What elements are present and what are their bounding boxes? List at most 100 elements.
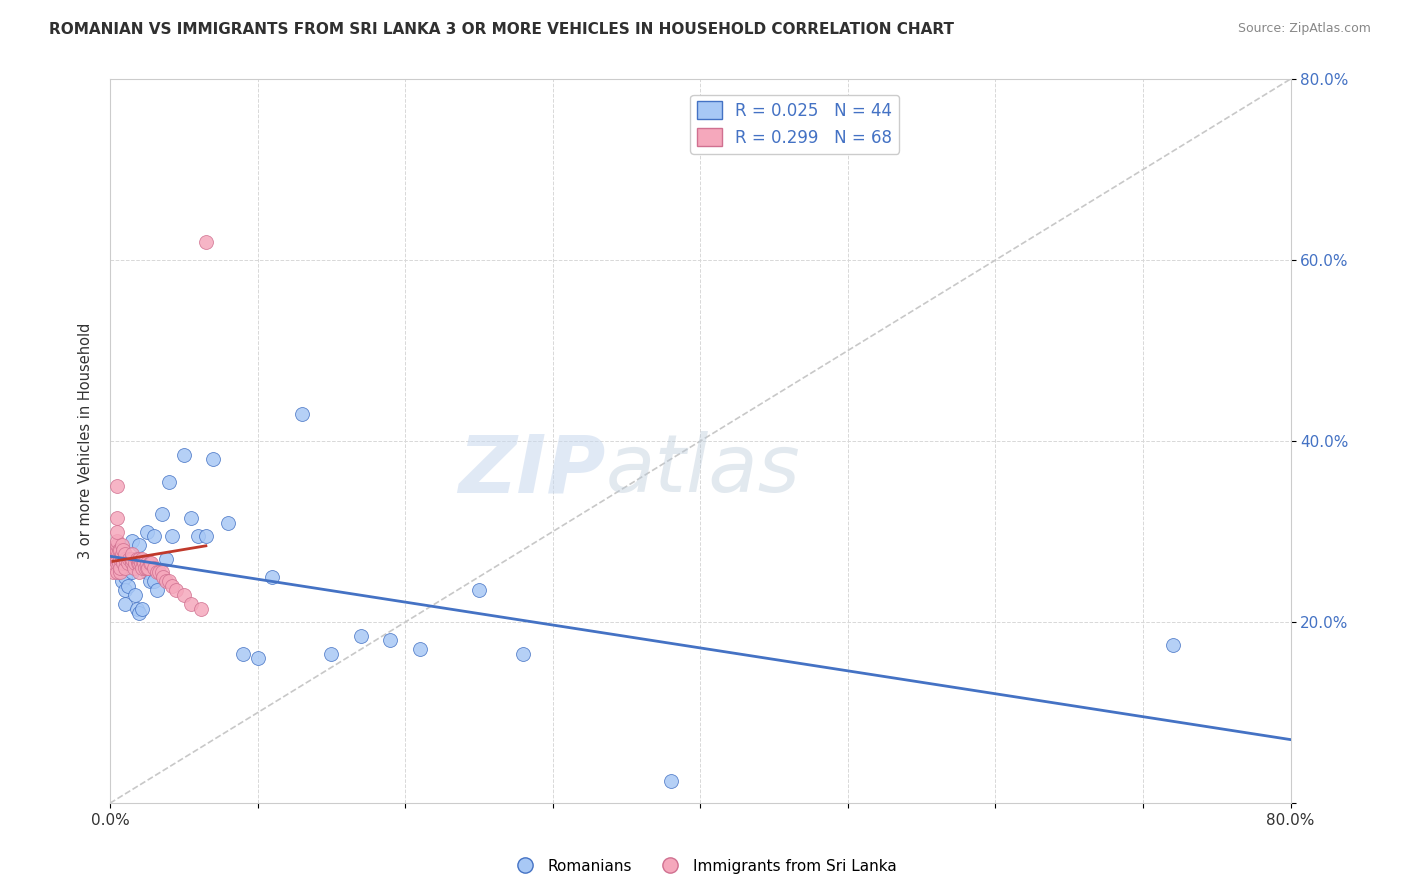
Point bbox=[165, 583, 187, 598]
Point bbox=[111, 538, 134, 552]
Point bbox=[117, 579, 139, 593]
Legend: R = 0.025   N = 44, R = 0.299   N = 68: R = 0.025 N = 44, R = 0.299 N = 68 bbox=[690, 95, 898, 153]
Point bbox=[146, 566, 169, 580]
Point bbox=[104, 547, 127, 561]
Point bbox=[217, 516, 239, 530]
Point bbox=[125, 551, 148, 566]
Point bbox=[190, 601, 212, 615]
Point bbox=[131, 561, 153, 575]
Point bbox=[135, 566, 157, 580]
Point bbox=[135, 561, 157, 575]
Point bbox=[246, 651, 269, 665]
Point bbox=[152, 570, 174, 584]
Point bbox=[104, 547, 127, 561]
Point bbox=[173, 448, 195, 462]
Point bbox=[117, 557, 139, 571]
Point bbox=[103, 557, 125, 571]
Point bbox=[160, 529, 183, 543]
Point bbox=[114, 583, 136, 598]
Point bbox=[111, 547, 134, 561]
Point bbox=[143, 574, 166, 589]
Point bbox=[135, 524, 157, 539]
Point bbox=[110, 561, 132, 575]
Point bbox=[380, 633, 402, 648]
Point bbox=[139, 557, 162, 571]
Point bbox=[111, 551, 134, 566]
Point bbox=[155, 574, 177, 589]
Point bbox=[134, 561, 156, 575]
Point bbox=[105, 511, 128, 525]
Point bbox=[110, 561, 132, 575]
Y-axis label: 3 or more Vehicles in Household: 3 or more Vehicles in Household bbox=[79, 323, 93, 559]
Point bbox=[148, 566, 170, 580]
Point bbox=[104, 542, 127, 557]
Point bbox=[157, 574, 180, 589]
Point bbox=[136, 561, 159, 575]
Point bbox=[202, 452, 225, 467]
Point bbox=[118, 551, 141, 566]
Point bbox=[128, 557, 150, 571]
Point bbox=[105, 479, 128, 493]
Point bbox=[105, 551, 128, 566]
Point bbox=[114, 561, 136, 575]
Point bbox=[1161, 638, 1184, 652]
Point bbox=[110, 566, 132, 580]
Point bbox=[128, 566, 150, 580]
Point bbox=[121, 566, 143, 580]
Point bbox=[157, 475, 180, 489]
Point bbox=[124, 588, 146, 602]
Point bbox=[129, 557, 152, 571]
Point bbox=[107, 542, 129, 557]
Point bbox=[111, 574, 134, 589]
Point bbox=[187, 529, 209, 543]
Point bbox=[103, 551, 125, 566]
Point bbox=[128, 557, 150, 571]
Point bbox=[132, 557, 155, 571]
Point bbox=[105, 533, 128, 548]
Point bbox=[107, 557, 129, 571]
Point bbox=[128, 606, 150, 620]
Point bbox=[143, 561, 166, 575]
Point bbox=[105, 551, 128, 566]
Point bbox=[173, 588, 195, 602]
Text: atlas: atlas bbox=[606, 431, 800, 509]
Point bbox=[112, 557, 135, 571]
Point bbox=[121, 547, 143, 561]
Text: Source: ZipAtlas.com: Source: ZipAtlas.com bbox=[1237, 22, 1371, 36]
Point bbox=[155, 551, 177, 566]
Point bbox=[121, 557, 143, 571]
Point bbox=[232, 647, 254, 661]
Point bbox=[125, 601, 148, 615]
Point bbox=[105, 538, 128, 552]
Point bbox=[160, 579, 183, 593]
Point bbox=[112, 542, 135, 557]
Point bbox=[121, 551, 143, 566]
Point bbox=[121, 533, 143, 548]
Point bbox=[114, 547, 136, 561]
Point bbox=[118, 551, 141, 566]
Point bbox=[146, 583, 169, 598]
Point bbox=[194, 235, 217, 249]
Point bbox=[512, 647, 534, 661]
Point bbox=[180, 511, 202, 525]
Point bbox=[110, 551, 132, 566]
Legend: Romanians, Immigrants from Sri Lanka: Romanians, Immigrants from Sri Lanka bbox=[503, 853, 903, 880]
Point bbox=[122, 561, 145, 575]
Point bbox=[114, 551, 136, 566]
Point bbox=[321, 647, 343, 661]
Point bbox=[105, 542, 128, 557]
Point bbox=[141, 557, 163, 571]
Point bbox=[135, 557, 157, 571]
Point bbox=[110, 542, 132, 557]
Point bbox=[262, 570, 284, 584]
Point bbox=[131, 551, 153, 566]
Point bbox=[124, 557, 146, 571]
Point bbox=[128, 551, 150, 566]
Point bbox=[139, 574, 162, 589]
Point bbox=[150, 507, 173, 521]
Point bbox=[101, 566, 124, 580]
Point bbox=[105, 566, 128, 580]
Point bbox=[128, 538, 150, 552]
Point bbox=[409, 642, 432, 657]
Point bbox=[105, 547, 128, 561]
